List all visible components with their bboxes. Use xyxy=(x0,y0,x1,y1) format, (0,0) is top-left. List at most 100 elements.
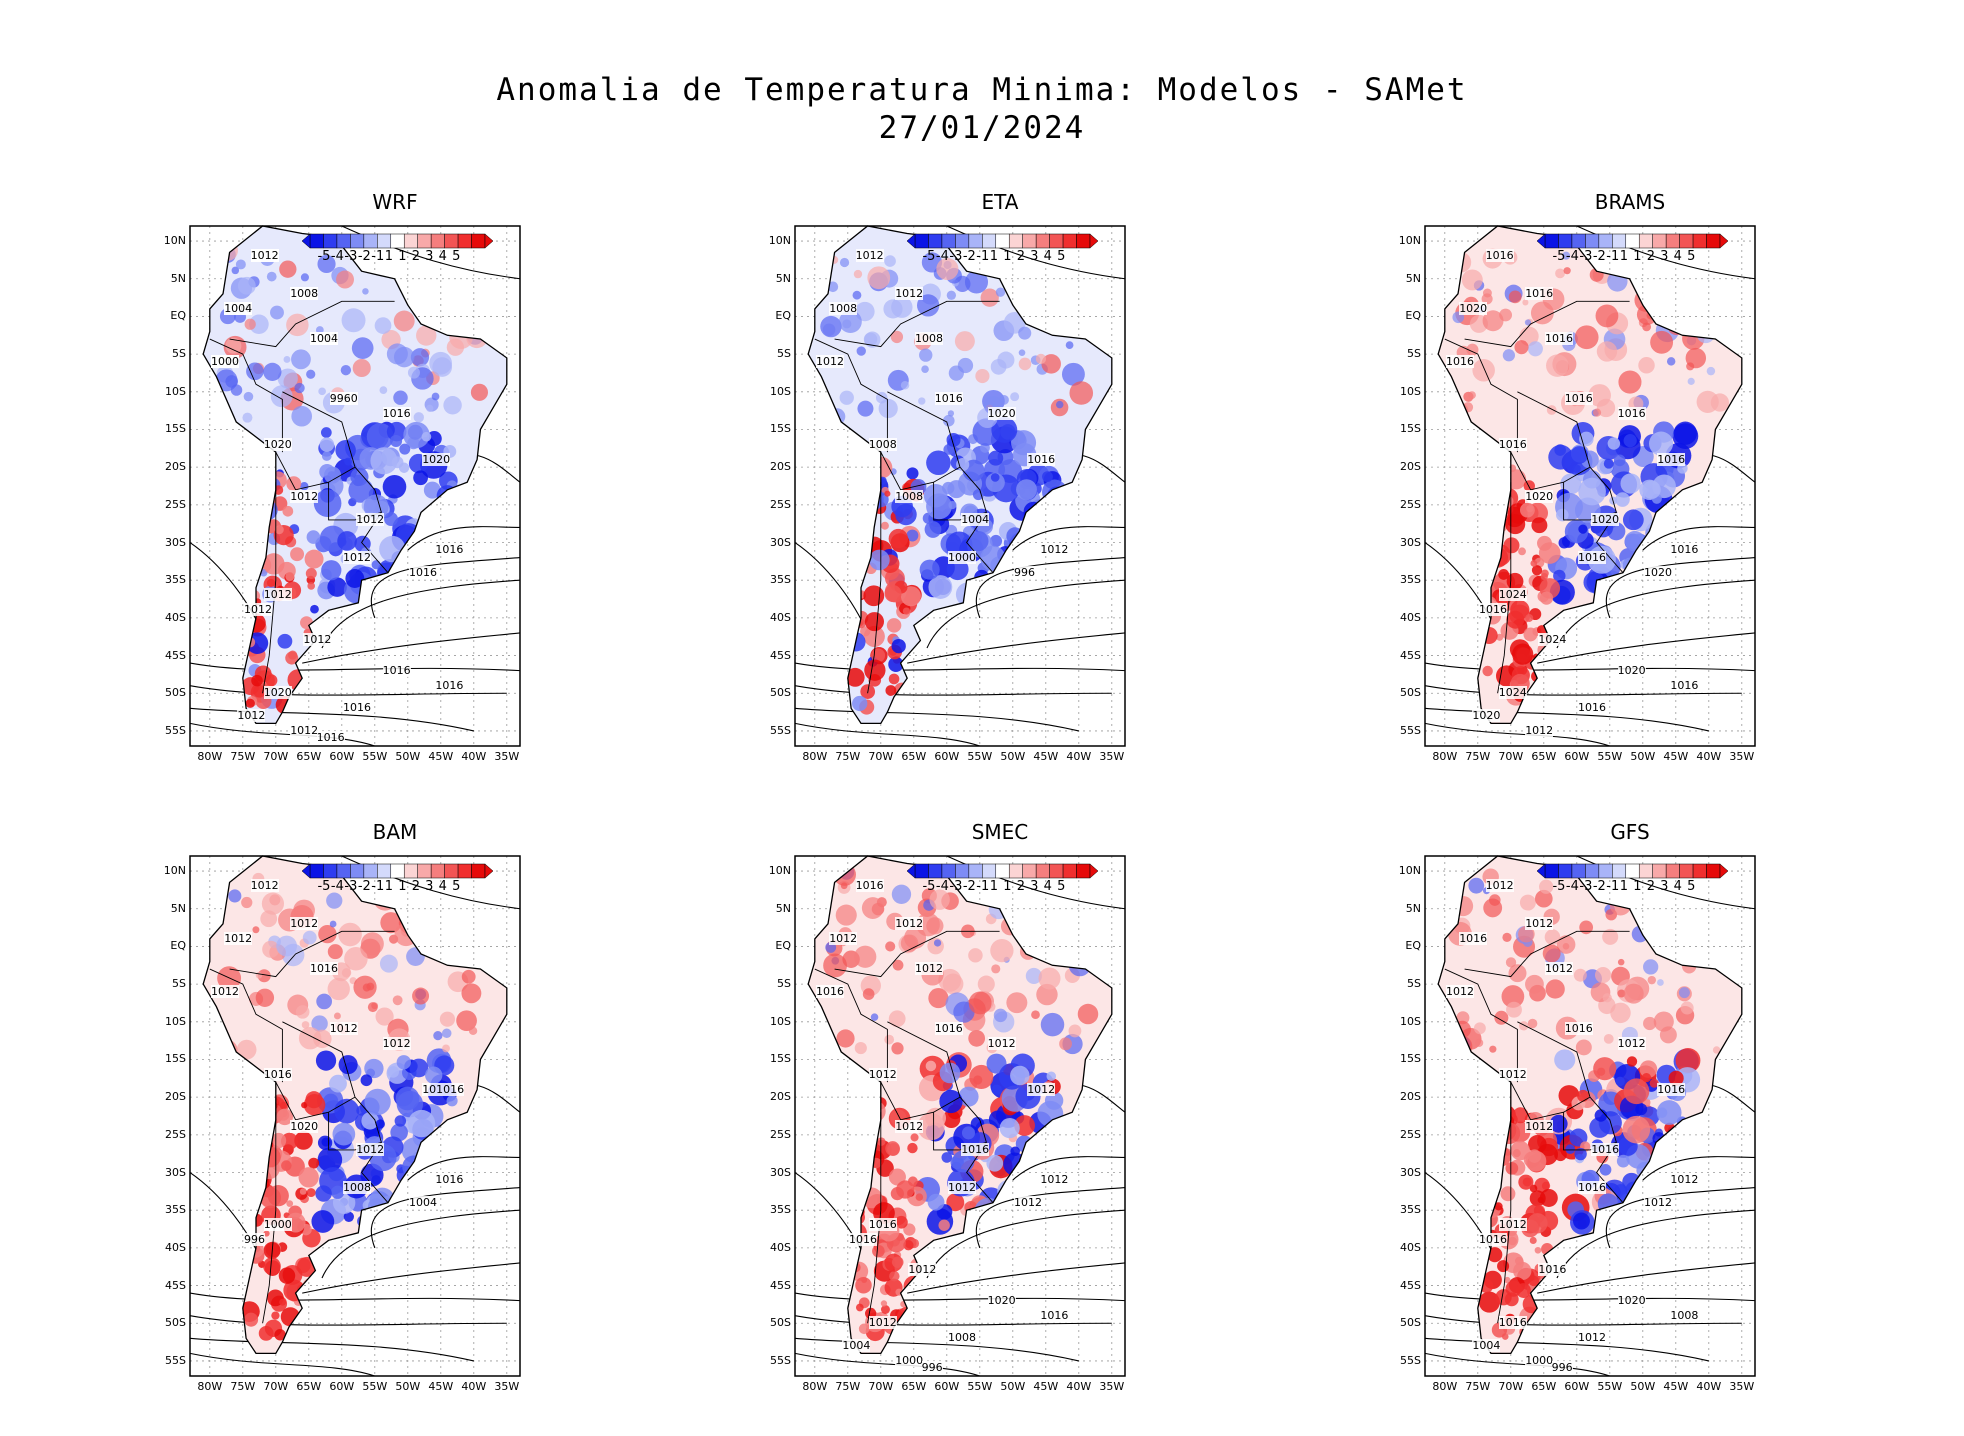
map-frame xyxy=(189,855,521,1377)
lat-tick-label: 5S xyxy=(777,977,791,991)
country-border xyxy=(1510,451,1591,491)
isobar-label: 1016 xyxy=(343,701,371,715)
colorbar-label: 1 xyxy=(384,249,394,264)
colorbar-label: 4 xyxy=(1673,249,1682,264)
isobar-label: 1000 xyxy=(263,1218,292,1232)
isobar-label: 1016 xyxy=(1479,1233,1507,1247)
lon-tick-label: 45W xyxy=(1663,1380,1689,1393)
country-border xyxy=(1510,1081,1591,1121)
isobar-line xyxy=(1424,707,1709,732)
lon-tick-label: 50W xyxy=(1000,1380,1026,1393)
colorbar-label: -2 xyxy=(1592,249,1606,264)
lat-tick-label: 40S xyxy=(770,610,791,624)
lat-tick-label: 10N xyxy=(163,234,186,248)
isobar-label: 1004 xyxy=(842,1338,871,1352)
colorbar-label: -3 xyxy=(1579,879,1593,894)
lat-tick-label: EQ xyxy=(170,309,186,323)
lat-tick-label: 45S xyxy=(165,1278,186,1292)
lon-tick-label: 50W xyxy=(1630,1380,1656,1393)
lat-tick-label: 10N xyxy=(1398,234,1421,248)
colorbar-swatch xyxy=(1652,863,1667,879)
isobar-label: 1020 xyxy=(1617,663,1646,677)
isobar-label: 1004 xyxy=(224,301,253,315)
colorbar-swatch xyxy=(1008,233,1023,249)
lat-tick-label: 50S xyxy=(165,1316,186,1330)
isobar-line xyxy=(907,1262,1126,1294)
lat-tick-label: 30S xyxy=(165,1165,186,1179)
lat-tick-label: 50S xyxy=(770,686,791,700)
isobar-label: 1016 xyxy=(1485,249,1514,263)
lat-tick-label: 40S xyxy=(1400,610,1421,624)
isobar-line xyxy=(302,632,521,664)
isobar-label: 1016 xyxy=(435,678,464,692)
map-canvas xyxy=(794,225,1126,747)
isobar-label: 1016 xyxy=(382,663,411,677)
colorbar-label: 2 xyxy=(1646,249,1655,264)
isobar-label: 1012 xyxy=(908,1263,937,1277)
isobar-label: 1016 xyxy=(1670,678,1699,692)
colorbar-label: -2 xyxy=(357,249,371,264)
isobar-label: 1012 xyxy=(1498,1067,1527,1081)
lon-tick-label: 65W xyxy=(901,750,927,763)
isobar-label: 1016 xyxy=(1578,701,1606,715)
lat-tick-label: 15S xyxy=(1400,1052,1421,1066)
country-border xyxy=(1444,968,1518,1083)
isobar-label: 1012 xyxy=(1040,543,1069,557)
colorbar-swatch xyxy=(1571,233,1586,249)
colorbar-label: 1 xyxy=(989,249,999,264)
lon-tick-label: 70W xyxy=(1498,750,1524,763)
lon-tick-label: 75W xyxy=(230,750,256,763)
colorbar-label: 1 xyxy=(1003,249,1012,264)
isobar-label: 1016 xyxy=(409,565,437,579)
isobar-label: 1012 xyxy=(1014,1195,1042,1209)
lon-tick-label: 35W xyxy=(494,750,520,763)
isobar-label: 1012 xyxy=(1498,1218,1527,1232)
colorbar-label: 4 xyxy=(438,249,447,264)
isobar-label: 1020 xyxy=(422,452,451,466)
isobar-line xyxy=(189,707,474,732)
isobar-label: 1012 xyxy=(1670,1173,1699,1187)
colorbar-swatch xyxy=(1692,233,1707,249)
lon-tick-label: 60W xyxy=(329,1380,355,1393)
country-border xyxy=(867,482,882,694)
colorbar-label: 1 xyxy=(1633,879,1642,894)
colorbar-label: -2 xyxy=(357,879,371,894)
panel-title: BAM xyxy=(372,820,418,844)
colorbar-swatch xyxy=(1679,863,1694,879)
isobar-label: 1012 xyxy=(895,1120,924,1134)
colorbar-swatch xyxy=(982,863,997,879)
colorbar-label: 1 xyxy=(398,879,407,894)
isobar-label: 1008 xyxy=(829,301,858,315)
lat-tick-label: 40S xyxy=(165,610,186,624)
colorbar-label: 5 xyxy=(1057,249,1066,264)
lat-tick-label: 10N xyxy=(1398,864,1421,878)
map-canvas xyxy=(794,855,1126,1377)
country-border xyxy=(1464,930,1630,978)
isobar-label: 1012 xyxy=(1485,879,1514,893)
colorbar-arrow-right xyxy=(1089,233,1099,249)
lat-tick-label: 50S xyxy=(1400,1316,1421,1330)
lat-tick-label: 25S xyxy=(770,497,791,511)
lat-tick-label: 55S xyxy=(1400,1353,1421,1367)
colorbar-swatch xyxy=(417,863,432,879)
isobar-label: 1012 xyxy=(263,588,292,602)
country-border xyxy=(209,338,283,453)
lat-tick-label: 50S xyxy=(165,686,186,700)
panel-eta: ETA -5 -4 -3 -2 -1 1 1 2 3 4 5 1012 1012 1008 1008 1012 1… xyxy=(765,190,1235,763)
lon-tick-label: 45W xyxy=(428,1380,454,1393)
lat-tick-label: 10S xyxy=(770,384,791,398)
isobar-line xyxy=(975,557,1126,619)
colorbar-label: 1 xyxy=(1619,249,1629,264)
isobar-line xyxy=(1012,526,1126,551)
lon-tick-label: 50W xyxy=(395,1380,421,1393)
colorbar-swatch xyxy=(336,863,351,879)
colorbar-label: -3 xyxy=(344,249,358,264)
lat-tick-label: EQ xyxy=(170,939,186,953)
map-frame xyxy=(794,225,1126,747)
isobar-label: 1016 xyxy=(1657,452,1686,466)
isobar-label: 1012 xyxy=(244,603,272,617)
lat-tick-label: 45S xyxy=(1400,1278,1421,1292)
isobar-label: 1016 xyxy=(1040,1308,1069,1322)
lon-tick-label: 50W xyxy=(1000,750,1026,763)
lon-tick-label: 40W xyxy=(1066,750,1092,763)
